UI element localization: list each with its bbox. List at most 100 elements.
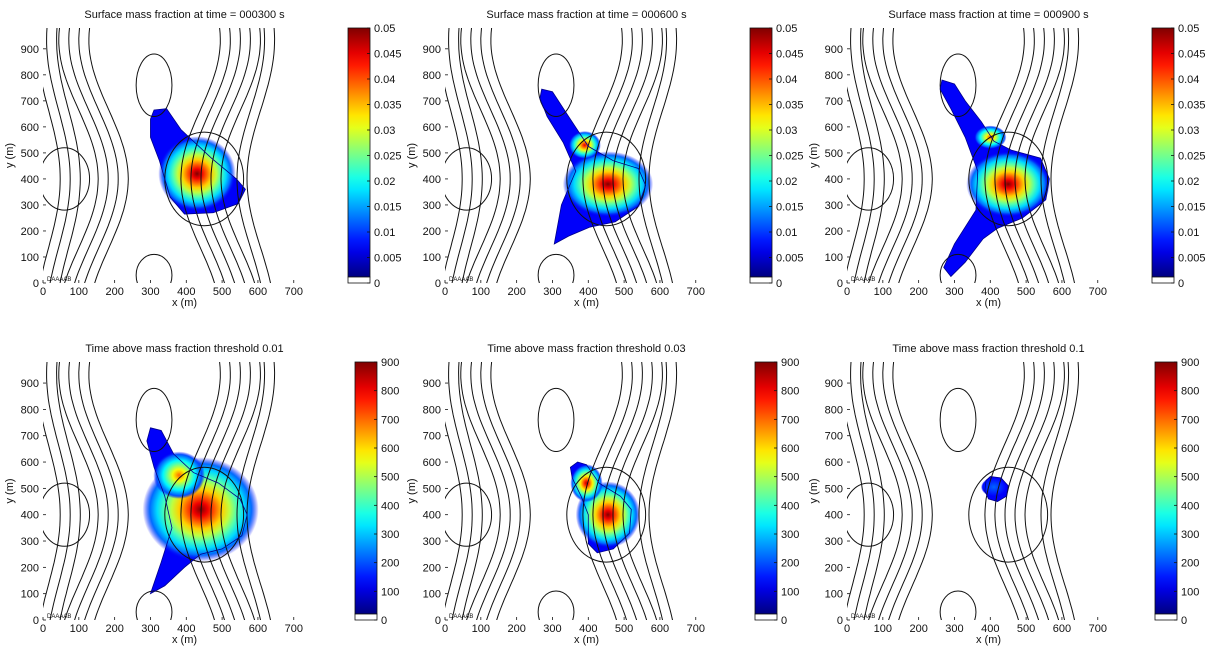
colorbar-tick-label: 0.02 [776,176,797,188]
plot-area [445,28,678,283]
colorbar: 0 100 200 300 400 500 600 700 800 900 [754,357,799,627]
plot-area [847,28,1080,283]
y-tick-label: 600 [423,122,441,134]
y-tick-label: 900 [21,44,39,56]
colorbar-tick-label: 0.05 [374,23,395,35]
x-tick-label: 100 [70,286,88,298]
y-tick-label: 400 [825,174,843,186]
plot-area [43,28,276,283]
x-tick-label: 500 [213,623,231,635]
colorbar-tick-label: 500 [781,472,799,484]
y-tick-label: 600 [825,457,843,469]
panel-2: Surface mass fraction at time = 000600 s… [406,9,804,309]
y-tick-label: 200 [423,226,441,238]
plot-area [43,362,276,620]
colorbar-zero-band [1154,613,1178,621]
colorbar-tick-label: 0.015 [1178,202,1206,214]
x-tick-label: 100 [70,623,88,635]
colorbar: 0 0.005 0.01 0.015 0.02 0.025 0.03 0.035 0.04 0.0… [1151,23,1206,290]
y-tick-label: 800 [825,404,843,416]
colorbar-tick-label: 800 [1181,386,1199,398]
colorbar-tick-label: 0.045 [1178,49,1206,61]
inset-label: DAAAAB [449,277,473,283]
colorbar-gradient [347,27,371,278]
y-tick-label: 500 [21,483,39,495]
x-tick-label: 0 [442,623,448,635]
x-axis-label: x (m) [172,634,197,646]
chart-title: Surface mass fraction at time = 000900 s [888,9,1089,21]
y-tick-label: 200 [825,562,843,574]
y-tick-label: 700 [21,431,39,443]
colorbar-tick-label: 0 [776,278,782,290]
inset-label: DAAAAB [851,277,875,283]
y-tick-label: 700 [21,96,39,108]
y-tick-label: 800 [21,404,39,416]
y-tick-label: 400 [825,510,843,522]
y-axis-label: y (m) [406,478,418,503]
colorbar-tick-label: 500 [381,472,399,484]
y-tick-label: 100 [423,252,441,264]
x-axis-label: x (m) [574,634,599,646]
plume-outline [146,427,248,595]
colorbar-tick-label: 500 [1181,472,1199,484]
panel-4: Time above mass fraction threshold 0.01 0… [4,343,399,646]
colorbar-gradient [1154,361,1178,615]
colorbar-tick-label: 0.05 [776,23,797,35]
y-tick-label: 100 [825,252,843,264]
x-tick-label: 500 [213,286,231,298]
colorbar-tick-label: 0.01 [1178,227,1199,239]
x-tick-label: 700 [285,623,303,635]
x-tick-label: 200 [909,286,927,298]
y-tick-label: 900 [825,378,843,390]
x-tick-label: 500 [615,286,633,298]
y-tick-label: 200 [423,562,441,574]
x-tick-label: 600 [1053,623,1071,635]
terrain-contours [43,28,276,283]
colorbar-tick-label: 0.015 [776,202,804,214]
plume-hotspot [570,464,603,503]
y-tick-label: 200 [21,562,39,574]
y-axis-label: y (m) [808,478,820,503]
y-tick-label: 500 [825,483,843,495]
y-tick-label: 400 [423,174,441,186]
colorbar-tick-label: 0.04 [776,74,797,86]
colorbar-tick-label: 700 [381,414,399,426]
x-tick-label: 0 [442,286,448,298]
colorbar-tick-label: 200 [381,558,399,570]
colorbar-tick-label: 800 [381,386,399,398]
y-tick-label: 900 [825,44,843,56]
y-axis-label: y (m) [406,143,418,168]
y-tick-label: 0 [837,278,843,290]
x-axis-label: x (m) [172,297,197,309]
x-axis-label: x (m) [976,634,1001,646]
inset-label: DAAAAB [449,614,473,620]
panel-6: Time above mass fraction threshold 0.1 0 1… [808,343,1199,646]
y-tick-label: 600 [21,457,39,469]
colorbar-tick-label: 300 [781,529,799,541]
colorbar-tick-label: 0.05 [1178,23,1199,35]
colorbar-tick-label: 100 [781,586,799,598]
colorbar-tick-label: 400 [381,500,399,512]
colorbar-tick-label: 0.02 [374,176,395,188]
x-tick-label: 700 [687,286,705,298]
y-tick-label: 900 [21,378,39,390]
colorbar-tick-label: 0.025 [1178,151,1206,163]
colorbar-tick-label: 100 [381,586,399,598]
x-tick-label: 700 [687,623,705,635]
colorbar-tick-label: 700 [781,414,799,426]
plume-outline [984,476,1009,502]
y-tick-label: 300 [21,200,39,212]
colorbar-tick-label: 400 [781,500,799,512]
x-tick-label: 400 [981,623,999,635]
terrain-contours [445,362,678,620]
colorbar-tick-label: 200 [1181,558,1199,570]
x-tick-label: 300 [141,623,159,635]
x-tick-label: 600 [1053,286,1071,298]
y-axis-label: y (m) [4,478,16,503]
y-tick-label: 300 [423,200,441,212]
y-tick-label: 0 [837,615,843,627]
colorbar-tick-label: 400 [1181,500,1199,512]
colorbar-tick-label: 600 [381,443,399,455]
y-tick-label: 900 [423,44,441,56]
